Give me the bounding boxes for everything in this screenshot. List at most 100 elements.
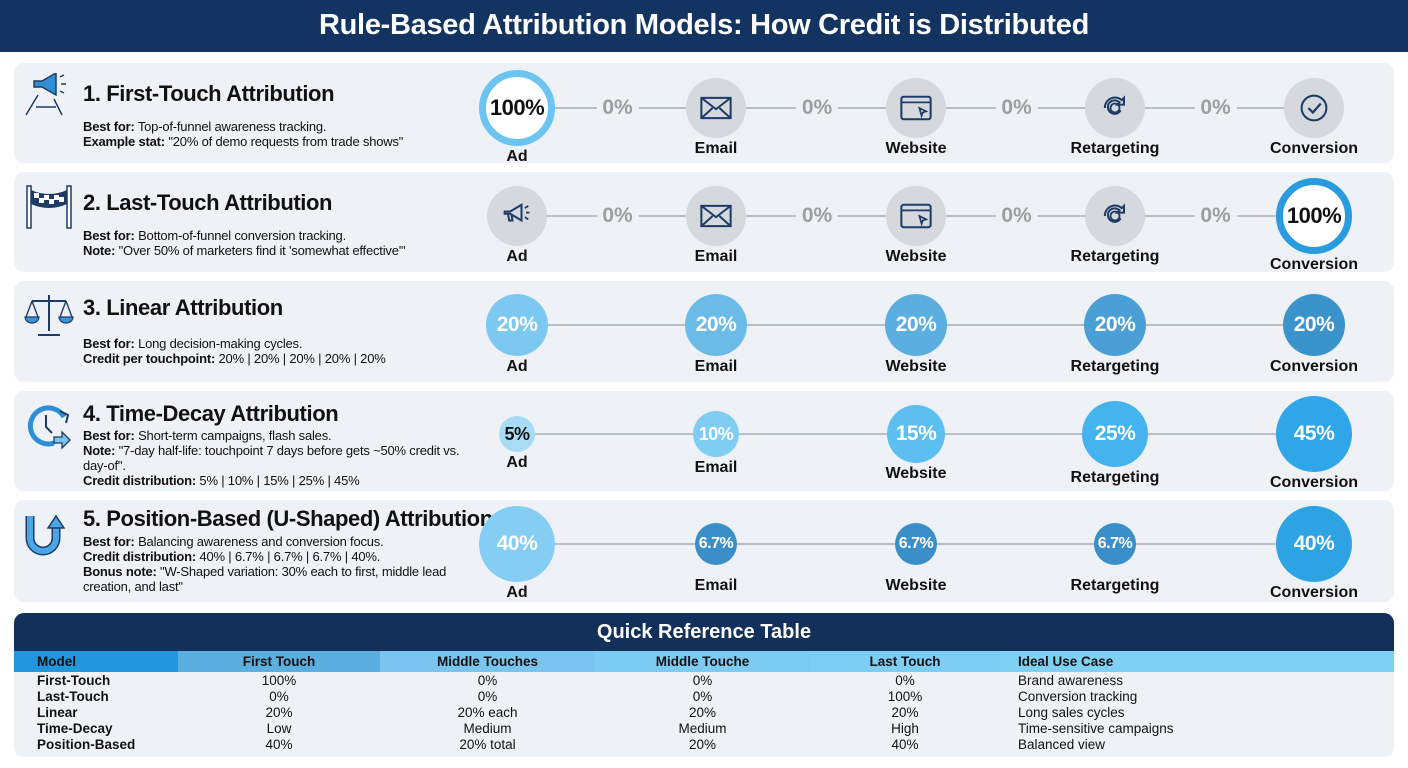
quick-reference-table: Quick Reference Table Model First Touch … — [14, 613, 1394, 757]
description-line: Credit distribution: 5% | 10% | 15% | 25… — [83, 473, 473, 488]
description-value: "20% of demo requests from trade shows" — [164, 134, 404, 149]
touchpoint-node-conversion: 45% — [1276, 396, 1352, 472]
description-line: Note: "Over 50% of marketers find it 'so… — [83, 243, 473, 258]
touchpoint-label: Conversion — [1269, 584, 1359, 601]
table-cell: 0% — [895, 673, 915, 688]
table-cell: Last-Touch — [37, 689, 109, 704]
touchpoint-node-website: 20% — [885, 294, 947, 356]
description-value: Bottom-of-funnel conversion tracking. — [134, 228, 346, 243]
touchpoint-label: Conversion — [1269, 256, 1359, 273]
credit-label: 0% — [995, 204, 1038, 228]
description-line: Credit distribution: 40% | 6.7% | 6.7% |… — [83, 549, 473, 564]
model-panel-1: 1. First-Touch Attribution Best for: Top-… — [14, 63, 1394, 165]
table-cell: 20% — [265, 705, 293, 720]
description-value: Top-of-funnel awareness tracking. — [134, 119, 327, 134]
description-key: Best for: — [83, 228, 135, 243]
description-key: Credit per touchpoint: — [83, 351, 216, 366]
credit-label: 0% — [795, 96, 839, 120]
touchpoint-label: Website — [885, 358, 947, 375]
table-cell: 20% — [688, 705, 717, 720]
touchpoint-node-retargeting: 25% — [1082, 401, 1148, 467]
model-description: Best for: Bottom-of-funnel conversion tr… — [83, 228, 473, 258]
table-cell: 100% — [887, 689, 923, 704]
model-description: Best for: Short-term campaigns, flash sa… — [83, 428, 473, 488]
checkmark-icon — [1300, 94, 1328, 122]
credit-label: 0% — [1194, 204, 1237, 228]
table-cell: Conversion tracking — [1018, 689, 1138, 704]
clock-arrow-icon — [27, 405, 71, 450]
credit-label: 0% — [795, 204, 839, 228]
envelope-icon — [700, 204, 732, 228]
table-header-row: Model First Touch Middle Touches Middle … — [14, 651, 1394, 672]
touchpoint-label: Email — [694, 140, 738, 157]
touchpoint-node-retargeting: 20% — [1084, 294, 1146, 356]
model-title: 3. Linear Attribution — [83, 295, 283, 320]
table-cell: 20% total — [459, 737, 516, 752]
header-ideal-use-case: Ideal Use Case — [1000, 651, 1394, 672]
envelope-icon — [700, 96, 732, 120]
description-value: Balancing awareness and conversion focus… — [134, 534, 384, 549]
credit-label: 0% — [995, 96, 1038, 120]
table-cell: Time-Decay — [37, 721, 113, 736]
touchpoint-label: Retargeting — [1070, 358, 1160, 375]
table-cell: Medium — [678, 721, 727, 736]
description-key: Best for: — [83, 336, 135, 351]
touchpoint-node-ad: 5% — [499, 416, 535, 452]
browser-window-icon — [900, 203, 932, 229]
table-cell: 0% — [692, 689, 713, 704]
touchpoint-label: Ad — [506, 358, 528, 375]
touchpoint-node-ad: 40% — [479, 506, 555, 582]
refresh-icon — [1103, 203, 1126, 223]
table-cell: Linear — [37, 705, 78, 720]
table-cell: 0% — [477, 673, 498, 688]
balance-scale-icon — [24, 295, 74, 336]
touchpoint-label: Conversion — [1269, 358, 1359, 375]
table-cell: 0% — [477, 689, 498, 704]
description-key: Best for: — [83, 119, 135, 134]
touchpoint-node-website — [886, 186, 946, 246]
header-model: Model — [14, 651, 178, 672]
header-middle-touches: Middle Touches — [380, 651, 595, 672]
description-key: Note: — [83, 443, 116, 458]
table-cell: Long sales cycles — [1018, 705, 1125, 720]
checkered-flag-icon — [26, 185, 72, 229]
touchpoint-label: Conversion — [1269, 474, 1359, 491]
description-line: Best for: Balancing awareness and conver… — [83, 534, 473, 549]
touchpoint-label: Email — [694, 577, 738, 594]
model-title: 4. Time-Decay Attribution — [83, 401, 339, 426]
description-value: 40% | 6.7% | 6.7% | 6.7% | 40%. — [196, 549, 381, 564]
touchpoint-label: Website — [885, 140, 947, 157]
touchpoint-node-conversion: 20% — [1283, 294, 1345, 356]
table-cell: 40% — [891, 737, 919, 752]
table-cell: Balanced view — [1018, 737, 1106, 752]
description-key: Best for: — [83, 428, 135, 443]
touchpoint-node-ad: 20% — [486, 294, 548, 356]
touchpoint-label: Retargeting — [1070, 248, 1160, 265]
table-cell: High — [891, 721, 919, 736]
model-title: 1. First-Touch Attribution — [83, 81, 335, 106]
description-key: Best for: — [83, 534, 135, 549]
touchpoint-node-retargeting — [1085, 78, 1145, 138]
touchpoint-label: Email — [694, 459, 738, 476]
touchpoint-label: Email — [694, 248, 738, 265]
model-panel-4: 4. Time-Decay Attribution Best for: Short… — [14, 391, 1394, 491]
description-value: 5% | 10% | 15% | 25% | 45% — [196, 473, 360, 488]
table-row: Linear 20% 20% each 20% 20% Long sales cycles — [14, 705, 1394, 721]
table-cell: Medium — [463, 721, 512, 736]
touchpoint-label: Website — [885, 248, 947, 265]
model-description: Best for: Top-of-funnel awareness tracki… — [83, 119, 473, 149]
model-description: Best for: Balancing awareness and conver… — [83, 534, 473, 594]
touchpoint-node-website: 15% — [887, 405, 945, 463]
description-value: "7-day half-life: touchpoint 7 days befo… — [83, 443, 460, 473]
model-panel-5: 5. Position-Based (U-Shaped) Attribution… — [14, 500, 1394, 602]
description-key: Note: — [83, 243, 116, 258]
credit-label: 0% — [596, 204, 639, 228]
header-middle-touche: Middle Touche — [595, 651, 810, 672]
description-line: Note: "7-day half-life: touchpoint 7 day… — [83, 443, 473, 473]
description-line: Best for: Top-of-funnel awareness tracki… — [83, 119, 473, 134]
description-line: Bonus note: "W-Shaped variation: 30% eac… — [83, 564, 473, 594]
page-title: Rule-Based Attribution Models: How Credi… — [0, 0, 1408, 52]
description-value: "W-Shaped variation: 30% each to first, … — [83, 564, 447, 594]
description-value: Short-term campaigns, flash sales. — [134, 428, 332, 443]
touchpoint-label: Website — [885, 465, 947, 482]
